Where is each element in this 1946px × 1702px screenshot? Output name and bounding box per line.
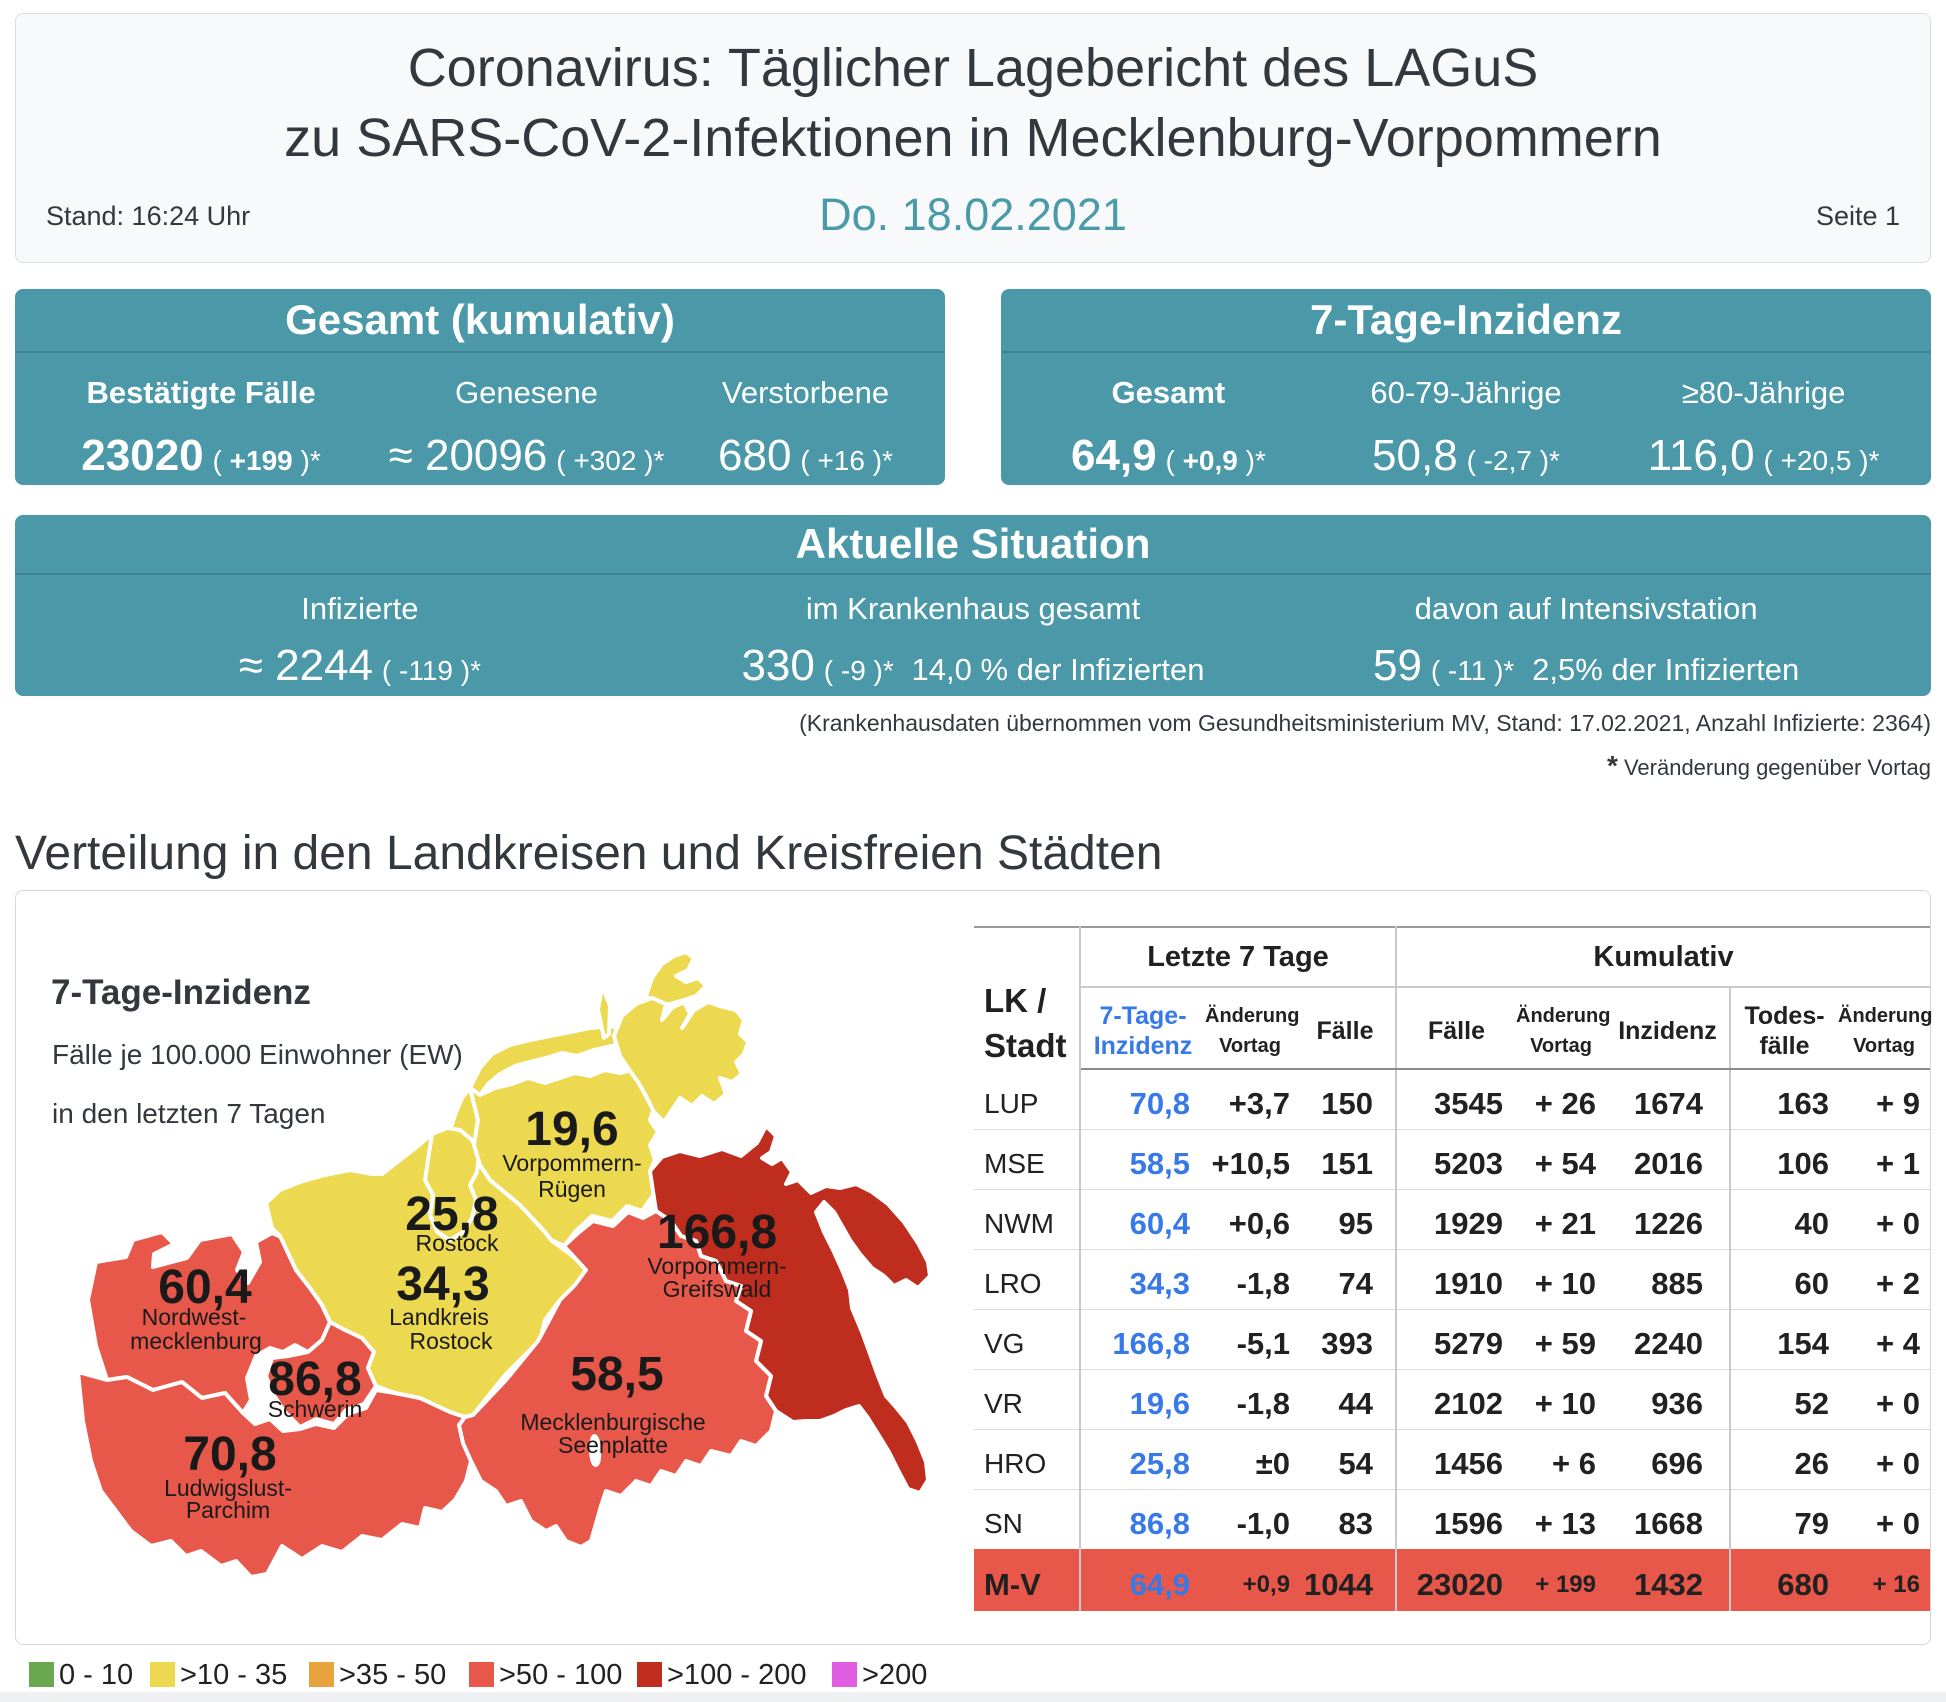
svg-text:Greifswald: Greifswald — [663, 1276, 772, 1302]
svg-text:Seenplatte: Seenplatte — [558, 1432, 668, 1458]
svg-text:Vorpommern-: Vorpommern- — [647, 1253, 786, 1279]
svg-text:58,5: 58,5 — [570, 1348, 663, 1401]
svg-text:60,4: 60,4 — [158, 1261, 252, 1314]
svg-text:Rostock: Rostock — [415, 1230, 499, 1256]
svg-text:Nordwest-: Nordwest- — [142, 1304, 247, 1330]
svg-text:Landkreis: Landkreis — [389, 1304, 489, 1330]
svg-text:166,8: 166,8 — [657, 1206, 777, 1259]
svg-text:25,8: 25,8 — [405, 1188, 498, 1241]
svg-text:Vorpommern-: Vorpommern- — [502, 1150, 641, 1176]
svg-text:Rügen: Rügen — [538, 1176, 606, 1202]
svg-text:70,8: 70,8 — [183, 1428, 276, 1481]
svg-text:Rostock: Rostock — [409, 1328, 493, 1354]
svg-text:Mecklenburgische: Mecklenburgische — [520, 1409, 705, 1435]
svg-text:Parchim: Parchim — [186, 1497, 270, 1523]
svg-text:Ludwigslust-: Ludwigslust- — [164, 1475, 292, 1501]
svg-text:34,3: 34,3 — [396, 1258, 489, 1311]
svg-text:mecklenburg: mecklenburg — [130, 1328, 262, 1354]
svg-text:86,8: 86,8 — [268, 1353, 361, 1406]
svg-text:19,6: 19,6 — [525, 1103, 618, 1156]
svg-text:Schwerin: Schwerin — [268, 1396, 363, 1422]
